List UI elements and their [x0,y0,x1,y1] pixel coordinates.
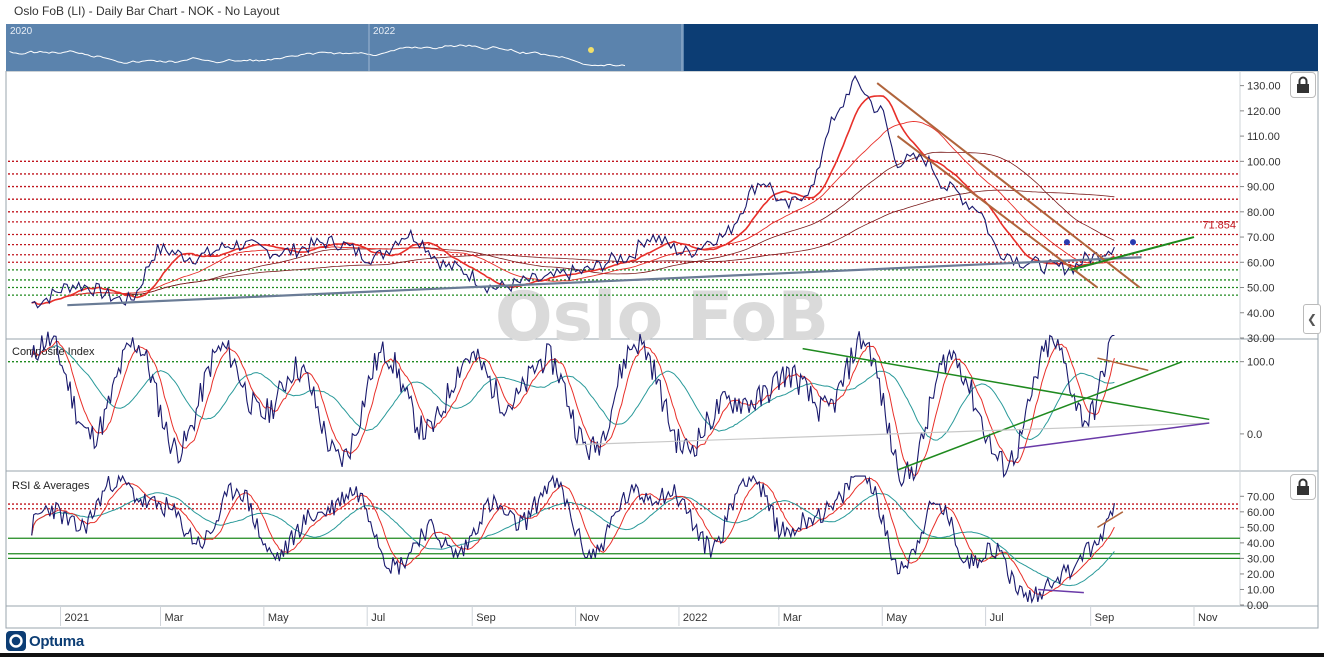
overview-navigator[interactable]: 2020 2022 [6,24,1318,71]
y-tick-label: 60.00 [1247,257,1275,269]
y-tick-label: 70.00 [1247,491,1275,503]
lock-icon[interactable] [1290,72,1316,98]
y-tick-label: 70.00 [1247,232,1275,244]
composite-trendline [897,360,1183,471]
overview-year-label: 2022 [373,26,396,37]
brand-logo: Optuma [6,631,84,651]
y-tick-label: 80.00 [1247,207,1275,219]
composite-trendline [802,347,1210,421]
bottom-bar [0,653,1324,657]
y-tick-label: 100.0 [1247,357,1275,369]
overview-sparkline [9,24,683,71]
long-term-trendline [67,256,1142,307]
rsi-short-average [31,477,1115,597]
x-tick-label: 2022 [683,612,707,624]
chart-frame [5,71,1319,629]
rsi-long-average [31,492,1115,587]
y-tick-label: 40.00 [1247,308,1275,320]
y-tick-label: 120.00 [1247,106,1281,118]
divergence-line [1097,357,1149,372]
y-tick-label: 0.00 [1247,600,1268,612]
composite-long-average [31,345,1115,441]
y-tick-label: 130.00 [1247,81,1281,93]
marker-dot [1063,239,1070,246]
y-tick-label: 50.00 [1247,283,1275,295]
y-tick-label: 0.0 [1247,429,1262,441]
x-tick-label: May [886,612,907,624]
y-tick-label: 60.00 [1247,507,1275,519]
y-tick-label: 40.00 [1247,538,1275,550]
watermark: Oslo FoB [495,278,829,357]
overview-window[interactable] [6,24,684,71]
marker-dot [1130,239,1137,246]
x-tick-label: Sep [476,612,496,624]
y-tick-label: 30.00 [1247,553,1275,565]
overview-year-label: 2020 [10,26,33,37]
x-tick-label: Mar [164,612,183,624]
current-value-label: 71.854 [1202,219,1236,231]
overview-price-line [9,44,626,67]
y-tick-label: 30.00 [1247,333,1275,345]
brand-name: Optuma [29,632,84,650]
y-tick-label: 110.00 [1247,131,1280,143]
divergence-line [1038,588,1084,594]
price-series-line [31,74,1115,309]
y-tick-label: 50.00 [1247,522,1275,534]
x-tick-label: Nov [580,612,600,624]
panel-title: Composite Index [12,346,95,358]
rsi-line [31,474,1115,604]
panel-title: RSI & Averages [12,480,90,492]
moving-average-line [31,120,1115,305]
divergence-line [1097,511,1124,528]
x-tick-label: 2021 [65,612,89,624]
y-tick-label: 20.00 [1247,569,1275,581]
lock-icon[interactable] [1290,474,1316,500]
moving-average-line [31,95,1115,306]
x-tick-label: Mar [783,612,802,624]
downtrend-line [896,135,1099,289]
chart-title: Oslo FoB (LI) - Daily Bar Chart - NOK - … [14,4,280,18]
optuma-logo-icon [6,631,26,651]
x-tick-label: Jul [371,612,385,624]
downtrend-line [876,82,1141,289]
composite-short-average [31,341,1115,477]
composite-trendline [575,422,1210,446]
chevron-left-icon[interactable]: ❮ [1303,304,1321,334]
x-tick-label: May [268,612,289,624]
y-tick-label: 100.00 [1247,156,1281,168]
y-tick-label: 10.00 [1247,584,1275,596]
x-tick-label: Jul [990,612,1004,624]
divergence-line [1017,422,1210,450]
composite-index-line [31,331,1115,488]
x-tick-label: Nov [1198,612,1218,624]
moving-average-line [31,151,1115,305]
uptrend-line [1070,236,1195,271]
y-tick-label: 90.00 [1247,182,1275,194]
overview-current-marker [588,47,594,53]
x-tick-label: Sep [1095,612,1115,624]
chart-canvas[interactable]: Oslo FoB 30.00 40.00 50.00 60.00 70.00 80.00 90… [0,71,1324,631]
